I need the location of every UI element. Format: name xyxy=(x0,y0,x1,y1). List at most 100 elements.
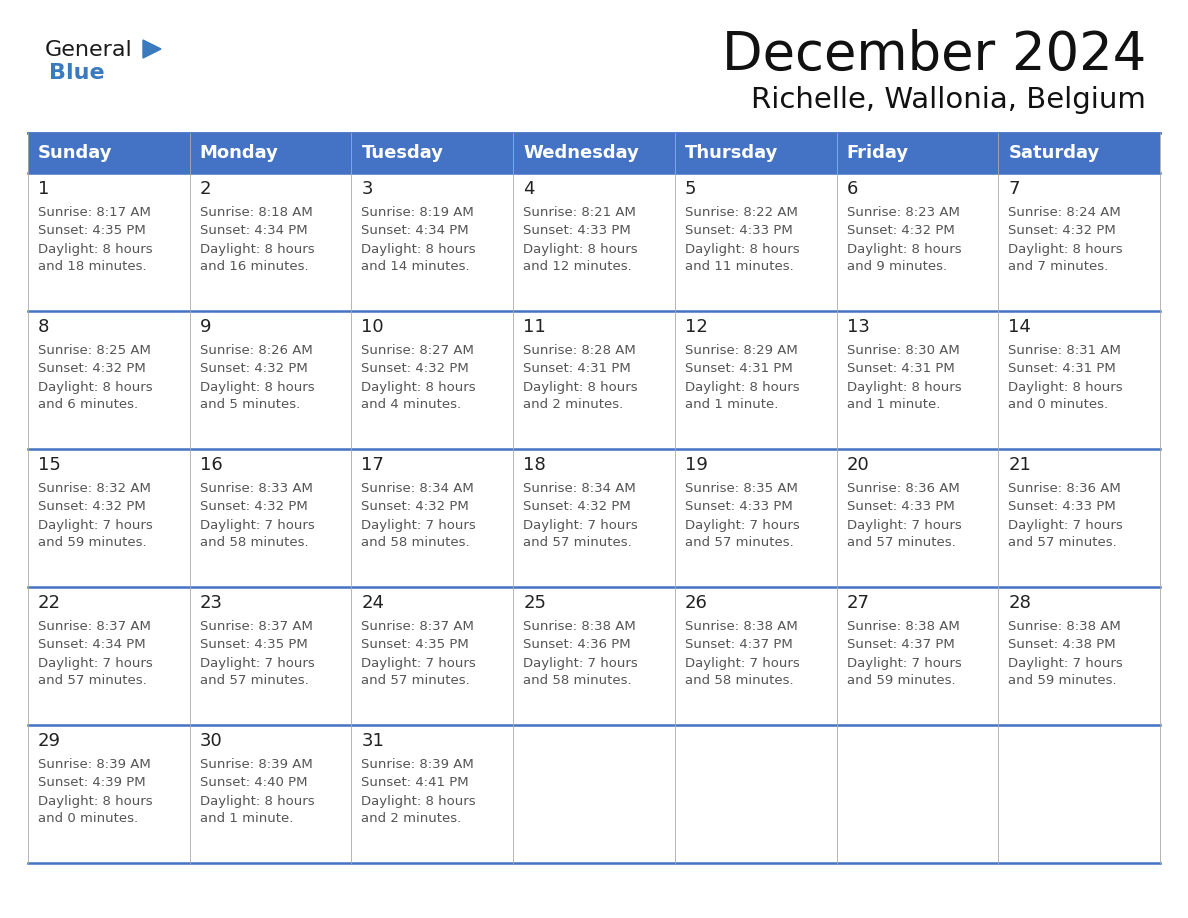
Text: Sunrise: 8:33 AM: Sunrise: 8:33 AM xyxy=(200,483,312,496)
Bar xyxy=(29,133,190,173)
Text: and 57 minutes.: and 57 minutes. xyxy=(684,536,794,550)
Bar xyxy=(836,173,998,311)
Text: Sunset: 4:33 PM: Sunset: 4:33 PM xyxy=(684,225,792,238)
Text: Sunrise: 8:28 AM: Sunrise: 8:28 AM xyxy=(523,344,636,357)
Text: Daylight: 7 hours: Daylight: 7 hours xyxy=(684,656,800,669)
Text: Daylight: 7 hours: Daylight: 7 hours xyxy=(847,656,961,669)
Text: Sunrise: 8:38 AM: Sunrise: 8:38 AM xyxy=(847,621,960,633)
Text: Sunrise: 8:34 AM: Sunrise: 8:34 AM xyxy=(361,483,474,496)
Text: Sunset: 4:35 PM: Sunset: 4:35 PM xyxy=(361,639,469,652)
Text: Sunrise: 8:39 AM: Sunrise: 8:39 AM xyxy=(200,758,312,771)
Text: Sunrise: 8:39 AM: Sunrise: 8:39 AM xyxy=(38,758,151,771)
Bar xyxy=(29,173,190,311)
Bar xyxy=(29,587,190,725)
Text: Daylight: 8 hours: Daylight: 8 hours xyxy=(38,380,152,394)
Text: and 58 minutes.: and 58 minutes. xyxy=(523,675,632,688)
Bar xyxy=(190,311,352,449)
Text: Sunday: Sunday xyxy=(38,144,113,162)
Text: 6: 6 xyxy=(847,180,858,198)
Text: Sunrise: 8:24 AM: Sunrise: 8:24 AM xyxy=(1009,207,1121,219)
Text: Daylight: 7 hours: Daylight: 7 hours xyxy=(361,656,476,669)
Text: and 7 minutes.: and 7 minutes. xyxy=(1009,261,1108,274)
Text: Sunset: 4:31 PM: Sunset: 4:31 PM xyxy=(684,363,792,375)
Text: Sunset: 4:34 PM: Sunset: 4:34 PM xyxy=(38,639,146,652)
Text: Sunrise: 8:22 AM: Sunrise: 8:22 AM xyxy=(684,207,797,219)
Text: and 57 minutes.: and 57 minutes. xyxy=(1009,536,1117,550)
Bar xyxy=(29,449,190,587)
Text: Sunrise: 8:38 AM: Sunrise: 8:38 AM xyxy=(523,621,636,633)
Bar xyxy=(998,173,1159,311)
Text: and 57 minutes.: and 57 minutes. xyxy=(200,675,309,688)
Text: and 1 minute.: and 1 minute. xyxy=(200,812,293,825)
Text: Sunrise: 8:21 AM: Sunrise: 8:21 AM xyxy=(523,207,636,219)
Bar xyxy=(675,133,836,173)
Text: and 57 minutes.: and 57 minutes. xyxy=(523,536,632,550)
Text: 20: 20 xyxy=(847,456,870,474)
Text: General: General xyxy=(45,40,133,60)
Text: Sunrise: 8:34 AM: Sunrise: 8:34 AM xyxy=(523,483,636,496)
Text: Sunrise: 8:23 AM: Sunrise: 8:23 AM xyxy=(847,207,960,219)
Text: Daylight: 8 hours: Daylight: 8 hours xyxy=(361,794,476,808)
Text: Daylight: 7 hours: Daylight: 7 hours xyxy=(200,519,315,532)
Bar xyxy=(352,725,513,863)
Text: Daylight: 7 hours: Daylight: 7 hours xyxy=(38,656,153,669)
Text: and 58 minutes.: and 58 minutes. xyxy=(684,675,794,688)
Bar xyxy=(190,133,352,173)
Text: 18: 18 xyxy=(523,456,546,474)
Text: Sunset: 4:34 PM: Sunset: 4:34 PM xyxy=(361,225,469,238)
Text: and 0 minutes.: and 0 minutes. xyxy=(38,812,138,825)
Text: Daylight: 8 hours: Daylight: 8 hours xyxy=(361,380,476,394)
Text: 5: 5 xyxy=(684,180,696,198)
Text: Daylight: 8 hours: Daylight: 8 hours xyxy=(200,794,315,808)
Text: 19: 19 xyxy=(684,456,708,474)
Text: 31: 31 xyxy=(361,732,384,750)
Text: Sunset: 4:32 PM: Sunset: 4:32 PM xyxy=(361,363,469,375)
Text: 26: 26 xyxy=(684,594,708,612)
Text: Daylight: 7 hours: Daylight: 7 hours xyxy=(523,519,638,532)
Text: and 2 minutes.: and 2 minutes. xyxy=(523,398,624,411)
Text: Daylight: 8 hours: Daylight: 8 hours xyxy=(361,242,476,255)
Text: 10: 10 xyxy=(361,318,384,336)
Text: Sunrise: 8:37 AM: Sunrise: 8:37 AM xyxy=(38,621,151,633)
Text: Daylight: 7 hours: Daylight: 7 hours xyxy=(684,519,800,532)
Bar xyxy=(836,133,998,173)
Bar xyxy=(352,173,513,311)
Text: Sunset: 4:32 PM: Sunset: 4:32 PM xyxy=(361,500,469,513)
Bar xyxy=(190,173,352,311)
Text: Daylight: 8 hours: Daylight: 8 hours xyxy=(200,242,315,255)
Text: Monday: Monday xyxy=(200,144,279,162)
Text: Sunset: 4:32 PM: Sunset: 4:32 PM xyxy=(1009,225,1116,238)
Text: Daylight: 7 hours: Daylight: 7 hours xyxy=(200,656,315,669)
Text: Daylight: 8 hours: Daylight: 8 hours xyxy=(684,242,800,255)
Text: Sunset: 4:32 PM: Sunset: 4:32 PM xyxy=(38,363,146,375)
Text: 11: 11 xyxy=(523,318,546,336)
Text: Wednesday: Wednesday xyxy=(523,144,639,162)
Bar xyxy=(513,449,675,587)
Text: Sunrise: 8:39 AM: Sunrise: 8:39 AM xyxy=(361,758,474,771)
Text: 29: 29 xyxy=(38,732,61,750)
Bar xyxy=(513,587,675,725)
Text: Daylight: 7 hours: Daylight: 7 hours xyxy=(523,656,638,669)
Text: Sunset: 4:32 PM: Sunset: 4:32 PM xyxy=(38,500,146,513)
Text: Sunset: 4:32 PM: Sunset: 4:32 PM xyxy=(523,500,631,513)
Text: Sunset: 4:40 PM: Sunset: 4:40 PM xyxy=(200,777,308,789)
Text: Sunrise: 8:19 AM: Sunrise: 8:19 AM xyxy=(361,207,474,219)
Text: 23: 23 xyxy=(200,594,222,612)
Bar xyxy=(352,311,513,449)
Text: Daylight: 7 hours: Daylight: 7 hours xyxy=(361,519,476,532)
Text: Sunrise: 8:36 AM: Sunrise: 8:36 AM xyxy=(1009,483,1121,496)
Text: Sunrise: 8:37 AM: Sunrise: 8:37 AM xyxy=(200,621,312,633)
Text: and 58 minutes.: and 58 minutes. xyxy=(361,536,470,550)
Text: Sunset: 4:37 PM: Sunset: 4:37 PM xyxy=(684,639,792,652)
Text: 28: 28 xyxy=(1009,594,1031,612)
Bar xyxy=(998,311,1159,449)
Bar xyxy=(675,449,836,587)
Text: December 2024: December 2024 xyxy=(722,29,1146,81)
Text: Sunrise: 8:37 AM: Sunrise: 8:37 AM xyxy=(361,621,474,633)
Text: Sunset: 4:33 PM: Sunset: 4:33 PM xyxy=(684,500,792,513)
Text: Sunset: 4:35 PM: Sunset: 4:35 PM xyxy=(200,639,308,652)
Text: Sunrise: 8:27 AM: Sunrise: 8:27 AM xyxy=(361,344,474,357)
Bar xyxy=(29,725,190,863)
Text: Daylight: 7 hours: Daylight: 7 hours xyxy=(1009,519,1123,532)
Polygon shape xyxy=(143,40,162,58)
